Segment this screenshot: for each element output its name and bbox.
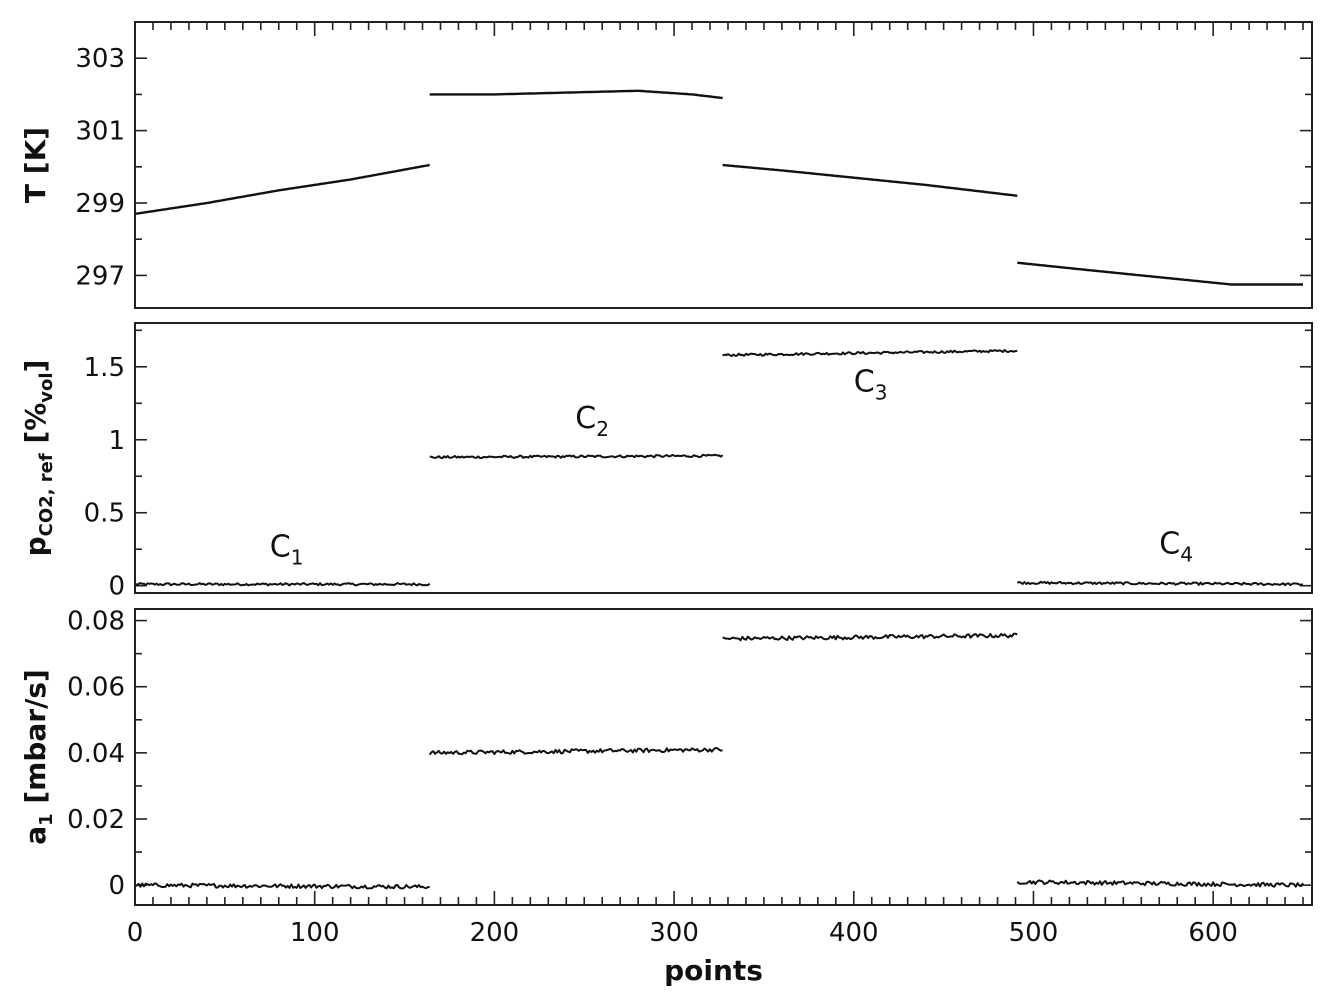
annotation-C3: C3: [854, 365, 888, 405]
y-tick-label-a1: 0: [108, 871, 125, 901]
y-tick-label-a1: 0.02: [67, 805, 125, 835]
x-tick-label: 500: [1009, 918, 1059, 948]
y-tick-label-pco2: 0: [108, 572, 125, 602]
y-tick-label-a1: 0.06: [67, 673, 125, 703]
x-tick-label: 300: [649, 918, 699, 948]
x-tick-label: 200: [470, 918, 520, 948]
y-tick-label-a1: 0.04: [67, 739, 125, 769]
y-tick-label-temperature: 299: [75, 189, 125, 219]
panel-frame-temperature: [134, 21, 1313, 309]
series-segment-pco2-3: [722, 348, 1018, 358]
y-axis-label-pco2: pCO2, ref [%vol]: [19, 360, 57, 557]
x-tick-label: 600: [1188, 918, 1238, 948]
series-segment-a1-1: [134, 882, 430, 890]
y-tick-label-temperature: 303: [75, 44, 125, 74]
series-segment-temperature-3: [722, 163, 1018, 197]
panel-frame-pco2: [134, 322, 1313, 594]
y-tick-label-pco2: 0.5: [84, 499, 125, 529]
x-axis-label: points: [664, 954, 763, 987]
x-tick-label: 100: [290, 918, 340, 948]
annotation-C2: C2: [575, 401, 609, 441]
y-tick-label-temperature: 301: [75, 117, 125, 147]
y-tick-label-pco2: 1: [108, 426, 125, 456]
series-segment-a1-4: [1016, 879, 1304, 888]
x-tick-label: 0: [127, 918, 144, 948]
series-segment-pco2-2: [429, 453, 724, 460]
y-axis-label-a1: a1 [mbar/s]: [19, 669, 57, 845]
y-axis-label-temperature: T [K]: [19, 127, 52, 203]
x-tick-label: 400: [829, 918, 879, 948]
series-segment-temperature-2: [429, 89, 723, 100]
series-segment-pco2-4: [1017, 580, 1304, 587]
y-tick-label-a1: 0.08: [67, 607, 125, 637]
annotation-C4: C4: [1159, 527, 1193, 567]
series-segment-a1-3: [722, 632, 1018, 642]
series-segment-pco2-1: [134, 582, 431, 587]
panel-frame-a1: [134, 608, 1313, 906]
series-segment-temperature-1: [134, 163, 430, 216]
series-segment-a1-2: [428, 747, 723, 756]
y-tick-label-temperature: 297: [75, 261, 125, 291]
annotation-C1: C1: [270, 530, 304, 570]
series-segment-temperature-4: [1017, 261, 1303, 286]
y-tick-label-pco2: 1.5: [84, 353, 125, 383]
